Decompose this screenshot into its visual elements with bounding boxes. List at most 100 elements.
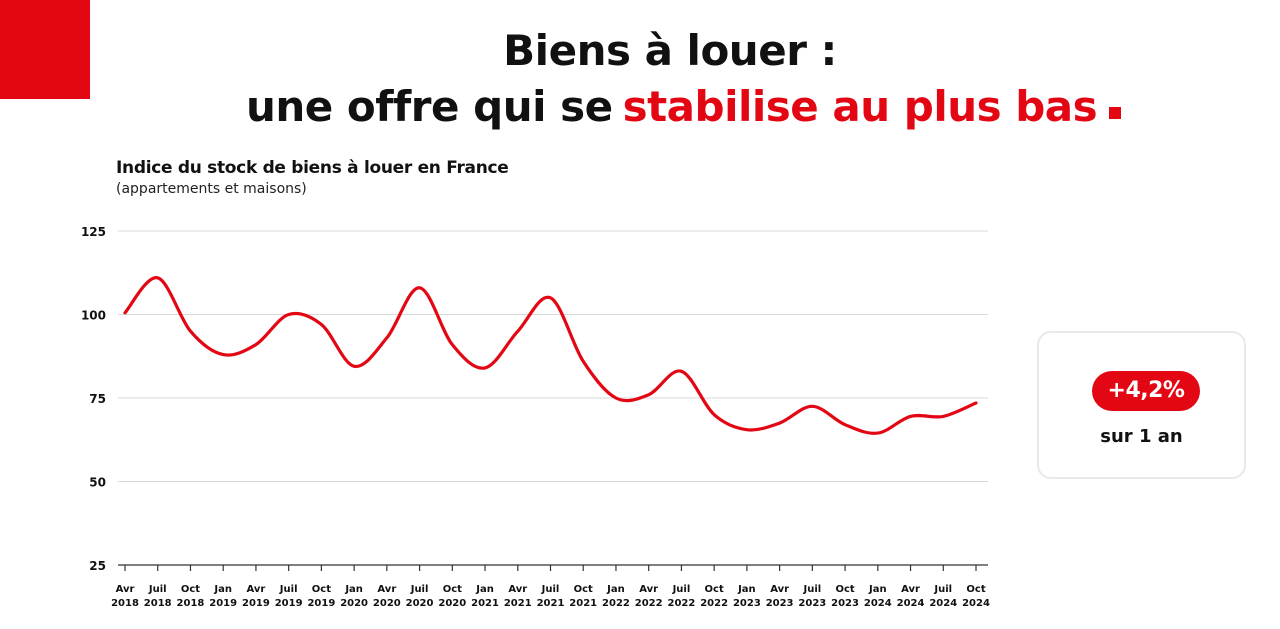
x-tick-label-year: 2024 [864, 598, 892, 609]
y-tick-label-125: 125 [81, 225, 106, 239]
x-tick-label-7: Jan 2020 [340, 584, 368, 609]
x-tick-label-year: 2018 [177, 598, 205, 609]
y-axis-tick-labels: 25 50 75 100 125 [81, 225, 106, 573]
x-tick-label-year: 2024 [962, 598, 990, 609]
x-tick-label-year: 2021 [537, 598, 565, 609]
x-tick-label-20: Avr 2023 [766, 584, 794, 609]
x-tick-label-26: Oct 2024 [962, 584, 990, 609]
x-tick-label-month: Oct [705, 584, 724, 595]
x-tick-label-year: 2020 [340, 598, 368, 609]
chart-subtitle: (appartements et maisons) [116, 181, 307, 197]
x-tick-label-year: 2020 [373, 598, 401, 609]
x-tick-label-month: Oct [574, 584, 593, 595]
x-tick-label-year: 2022 [602, 598, 630, 609]
x-tick-label-month: Juil [410, 584, 429, 595]
x-tick-label-year: 2019 [307, 598, 335, 609]
x-tick-label-month: Juil [279, 584, 298, 595]
x-tick-label-month: Avr [377, 584, 396, 595]
x-tick-label-month: Oct [181, 584, 200, 595]
x-tick-label-month: Juil [933, 584, 952, 595]
x-tick-label-month: Avr [639, 584, 658, 595]
x-tick-label-24: Avr 2024 [897, 584, 925, 609]
x-tick-label-22: Oct 2023 [831, 584, 859, 609]
x-tick-label-year: 2020 [406, 598, 434, 609]
x-tick-label-month: Avr [770, 584, 789, 595]
x-tick-label-11: Jan 2021 [471, 584, 499, 609]
x-tick-label-month: Oct [312, 584, 331, 595]
y-tick-label-25: 25 [89, 559, 106, 573]
x-tick-label-16: Avr 2022 [635, 584, 663, 609]
title-line-1-text: Biens à louer : [503, 26, 837, 75]
x-tick-label-month: Jan [868, 584, 887, 595]
x-tick-label-year: 2022 [635, 598, 663, 609]
x-tick-label-14: Oct 2021 [569, 584, 597, 609]
x-tick-label-13: Juil 2021 [537, 584, 565, 609]
yoy-stat-card: +4,2% sur 1 an [1037, 331, 1246, 479]
x-tick-label-year: 2023 [766, 598, 794, 609]
x-tick-label-year: 2021 [569, 598, 597, 609]
x-tick-label-month: Jan [737, 584, 756, 595]
x-tick-label-17: Juil 2022 [668, 584, 696, 609]
x-tick-label-1: Juil 2018 [144, 584, 172, 609]
x-tick-label-month: Jan [606, 584, 625, 595]
x-tick-label-25: Juil 2024 [929, 584, 957, 609]
title-line-2-highlight: stabilise au plus bas [622, 82, 1098, 131]
x-tick-label-month: Juil [541, 584, 560, 595]
y-tick-label-75: 75 [89, 392, 106, 406]
x-tick-label-year: 2019 [209, 598, 237, 609]
page-title-line-1: Biens à louer : [380, 26, 960, 75]
y-tick-label-100: 100 [81, 309, 106, 323]
x-tick-label-18: Oct 2022 [700, 584, 728, 609]
x-tick-label-month: Oct [966, 584, 985, 595]
x-tick-label-year: 2020 [438, 598, 466, 609]
x-tick-label-year: 2024 [929, 598, 957, 609]
x-tick-label-year: 2022 [668, 598, 696, 609]
x-tick-label-year: 2019 [242, 598, 270, 609]
x-tick-label-8: Avr 2020 [373, 584, 401, 609]
x-tick-label-19: Jan 2023 [733, 584, 761, 609]
page-title-line-2: une offre qui se stabilise au plus bas [246, 82, 1180, 131]
x-tick-label-2: Oct 2018 [177, 584, 205, 609]
x-tick-label-3: Jan 2019 [209, 584, 237, 609]
x-tick-label-month: Oct [443, 584, 462, 595]
x-tick-label-month: Avr [901, 584, 920, 595]
x-tick-label-month: Avr [247, 584, 266, 595]
x-tick-label-month: Oct [835, 584, 854, 595]
corner-accent-block [0, 0, 90, 99]
x-tick-label-21: Juil 2023 [798, 584, 826, 609]
x-tick-label-year: 2021 [471, 598, 499, 609]
x-tick-label-10: Oct 2020 [438, 584, 466, 609]
x-tick-label-year: 2023 [798, 598, 826, 609]
yoy-change-badge: +4,2% [1092, 371, 1200, 411]
x-tick-label-12: Avr 2021 [504, 584, 532, 609]
yoy-change-caption: sur 1 an [1100, 426, 1183, 447]
x-tick-label-4: Avr 2019 [242, 584, 270, 609]
x-tick-label-5: Juil 2019 [275, 584, 303, 609]
x-tick-label-year: 2023 [831, 598, 859, 609]
chart-series [123, 276, 978, 435]
x-tick-label-year: 2023 [733, 598, 761, 609]
x-tick-label-23: Jan 2024 [864, 584, 892, 609]
series-line-stock-index [123, 276, 978, 435]
x-tick-label-15: Jan 2022 [602, 584, 630, 609]
x-tick-label-0: Avr 2018 [111, 584, 139, 609]
chart-gridlines [118, 230, 988, 482]
x-tick-label-year: 2022 [700, 598, 728, 609]
line-chart: 25 50 75 100 125 Avr 2018 Juil 2018 Oct 2018 Jan 20… [81, 225, 990, 609]
x-tick-label-year: 2021 [504, 598, 532, 609]
title-line-2-prefix: une offre qui se [246, 82, 613, 131]
x-tick-label-9: Juil 2020 [406, 584, 434, 609]
x-tick-label-month: Avr [116, 584, 135, 595]
x-tick-label-month: Juil [148, 584, 167, 595]
y-tick-label-50: 50 [89, 476, 106, 490]
x-tick-label-month: Avr [508, 584, 527, 595]
x-tick-label-month: Jan [213, 584, 232, 595]
title-square-dot [1109, 107, 1122, 119]
x-tick-label-year: 2019 [275, 598, 303, 609]
x-tick-label-month: Juil [672, 584, 691, 595]
chart-title: Indice du stock de biens à louer en Fran… [116, 158, 509, 178]
x-tick-label-6: Oct 2019 [307, 584, 335, 609]
x-tick-label-year: 2024 [897, 598, 925, 609]
